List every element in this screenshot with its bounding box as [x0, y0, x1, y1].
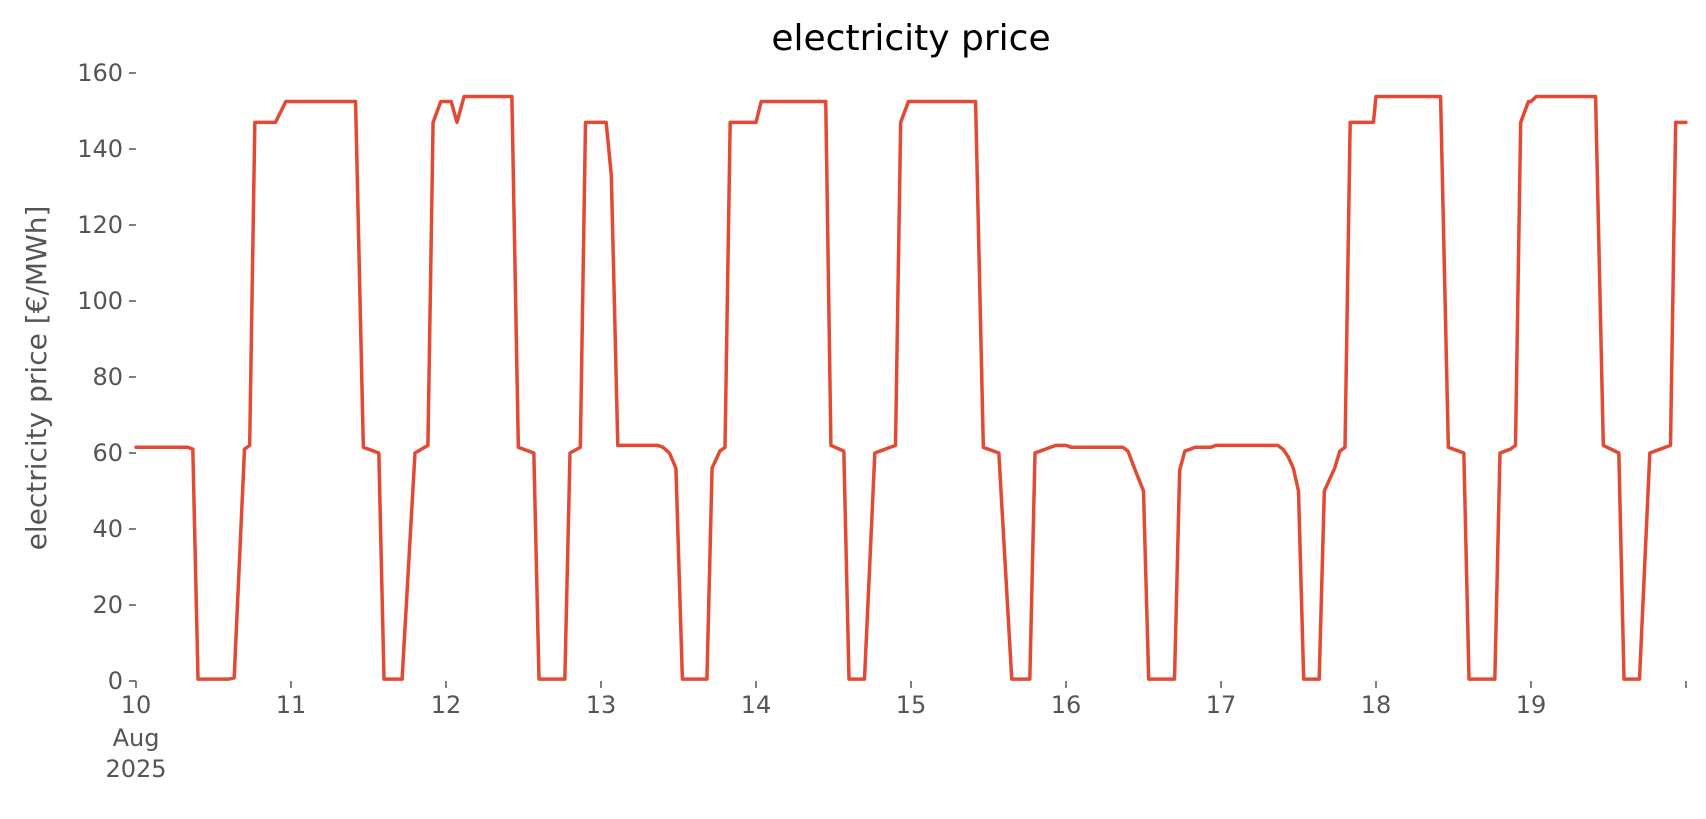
y-axis-ticks: 0 20 40 60 80 100 120 140 160	[77, 59, 136, 695]
x-tick-label: 14	[741, 691, 772, 719]
y-tick-label: 140	[77, 135, 123, 163]
x-tick-label: 16	[1051, 691, 1082, 719]
x-tick-label: 12	[431, 691, 462, 719]
y-tick-label: 120	[77, 211, 123, 239]
x-tick-label: 11	[276, 691, 307, 719]
x-tick-sublabel: Aug	[113, 724, 160, 752]
y-tick-label: 0	[108, 667, 123, 695]
x-tick-label: 18	[1361, 691, 1392, 719]
y-tick-label: 160	[77, 59, 123, 87]
x-tick-label: 15	[896, 691, 927, 719]
x-tick-label: 17	[1206, 691, 1237, 719]
y-tick-label: 100	[77, 287, 123, 315]
x-tick-label: 13	[586, 691, 617, 719]
y-axis-label: electricity price [€/MWh]	[20, 206, 53, 551]
chart-title: electricity price	[771, 18, 1050, 59]
y-tick-label: 80	[92, 363, 123, 391]
x-tick-label: 10	[121, 691, 152, 719]
x-tick-label: 19	[1516, 691, 1547, 719]
x-tick-sublabel: 2025	[105, 755, 166, 783]
x-axis-ticks: 10 Aug 2025 11 12 13 14 15 16 17 18 19	[105, 681, 1687, 783]
y-tick-label: 20	[92, 591, 123, 619]
y-tick-label: 60	[92, 439, 123, 467]
series-line	[134, 94, 1688, 681]
y-tick-label: 40	[92, 515, 123, 543]
